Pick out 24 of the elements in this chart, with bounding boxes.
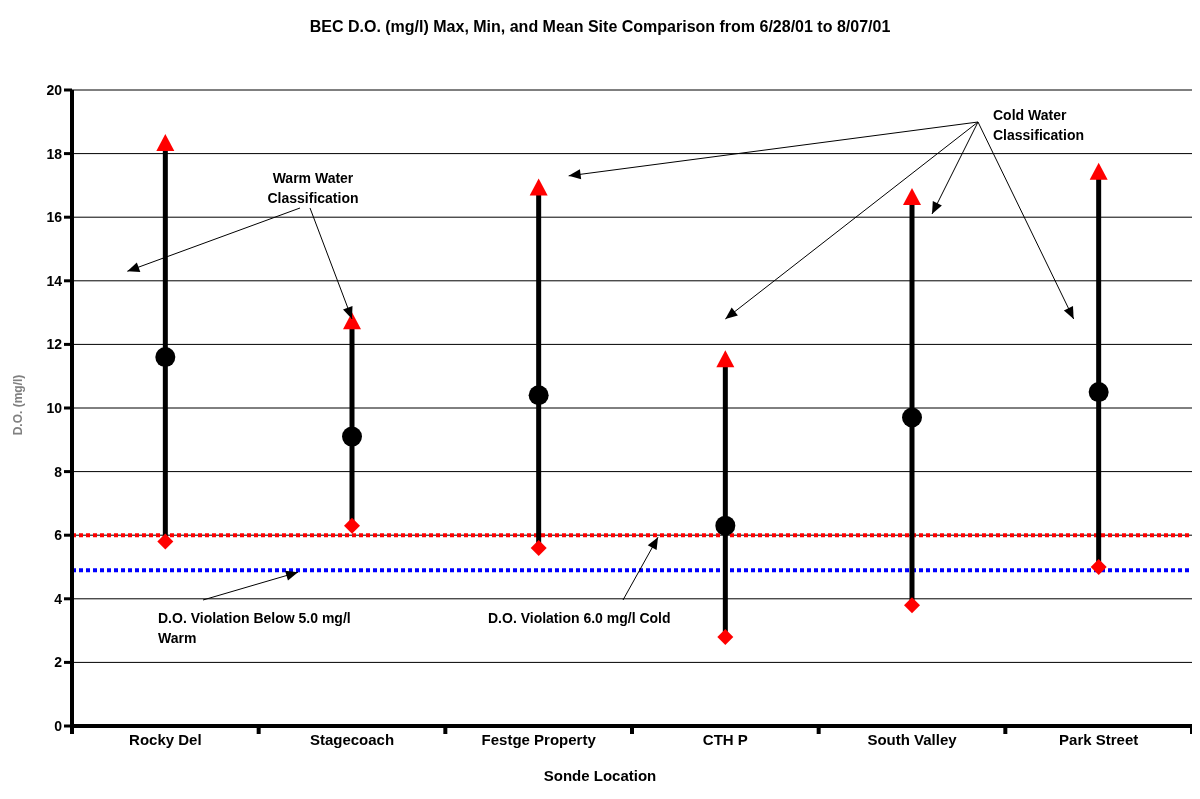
- x-tick-label: South Valley: [867, 730, 958, 748]
- x-tick-label: Rocky Del: [129, 730, 202, 748]
- y-tick-label: 8: [54, 463, 63, 480]
- y-tick-label: 10: [46, 399, 63, 416]
- ref-line-label: D.O. Violation Below 5.0 mg/l Warm: [158, 609, 352, 648]
- x-tick-label: Park Street: [1059, 730, 1139, 748]
- x-axis-title: Sonde Location: [542, 767, 658, 784]
- y-tick-label: 16: [46, 209, 63, 226]
- y-tick-label: 18: [46, 145, 63, 162]
- annotation: Cold Water Classification: [993, 106, 1086, 145]
- annotation: Warm Water Classification: [266, 169, 360, 208]
- y-tick-label: 6: [54, 527, 63, 544]
- y-tick-label: 0: [54, 717, 63, 734]
- x-tick-label: Stagecoach: [309, 730, 395, 748]
- x-tick-label: Festge Property: [481, 730, 597, 748]
- y-axis-title: D.O. (mg/l): [11, 373, 25, 438]
- y-tick-label: 12: [46, 336, 63, 353]
- y-tick-label: 20: [46, 81, 63, 98]
- ref-line-label: D.O. Violation 6.0 mg/l Cold: [488, 609, 672, 628]
- y-tick-label: 2: [54, 654, 63, 671]
- y-tick-label: 14: [46, 272, 63, 289]
- x-tick-label: CTH P: [702, 730, 748, 748]
- chart-title: BEC D.O. (mg/l) Max, Min, and Mean Site Comparison from 6/28/01 to 8/07/01: [308, 18, 892, 36]
- y-tick-label: 4: [54, 590, 63, 607]
